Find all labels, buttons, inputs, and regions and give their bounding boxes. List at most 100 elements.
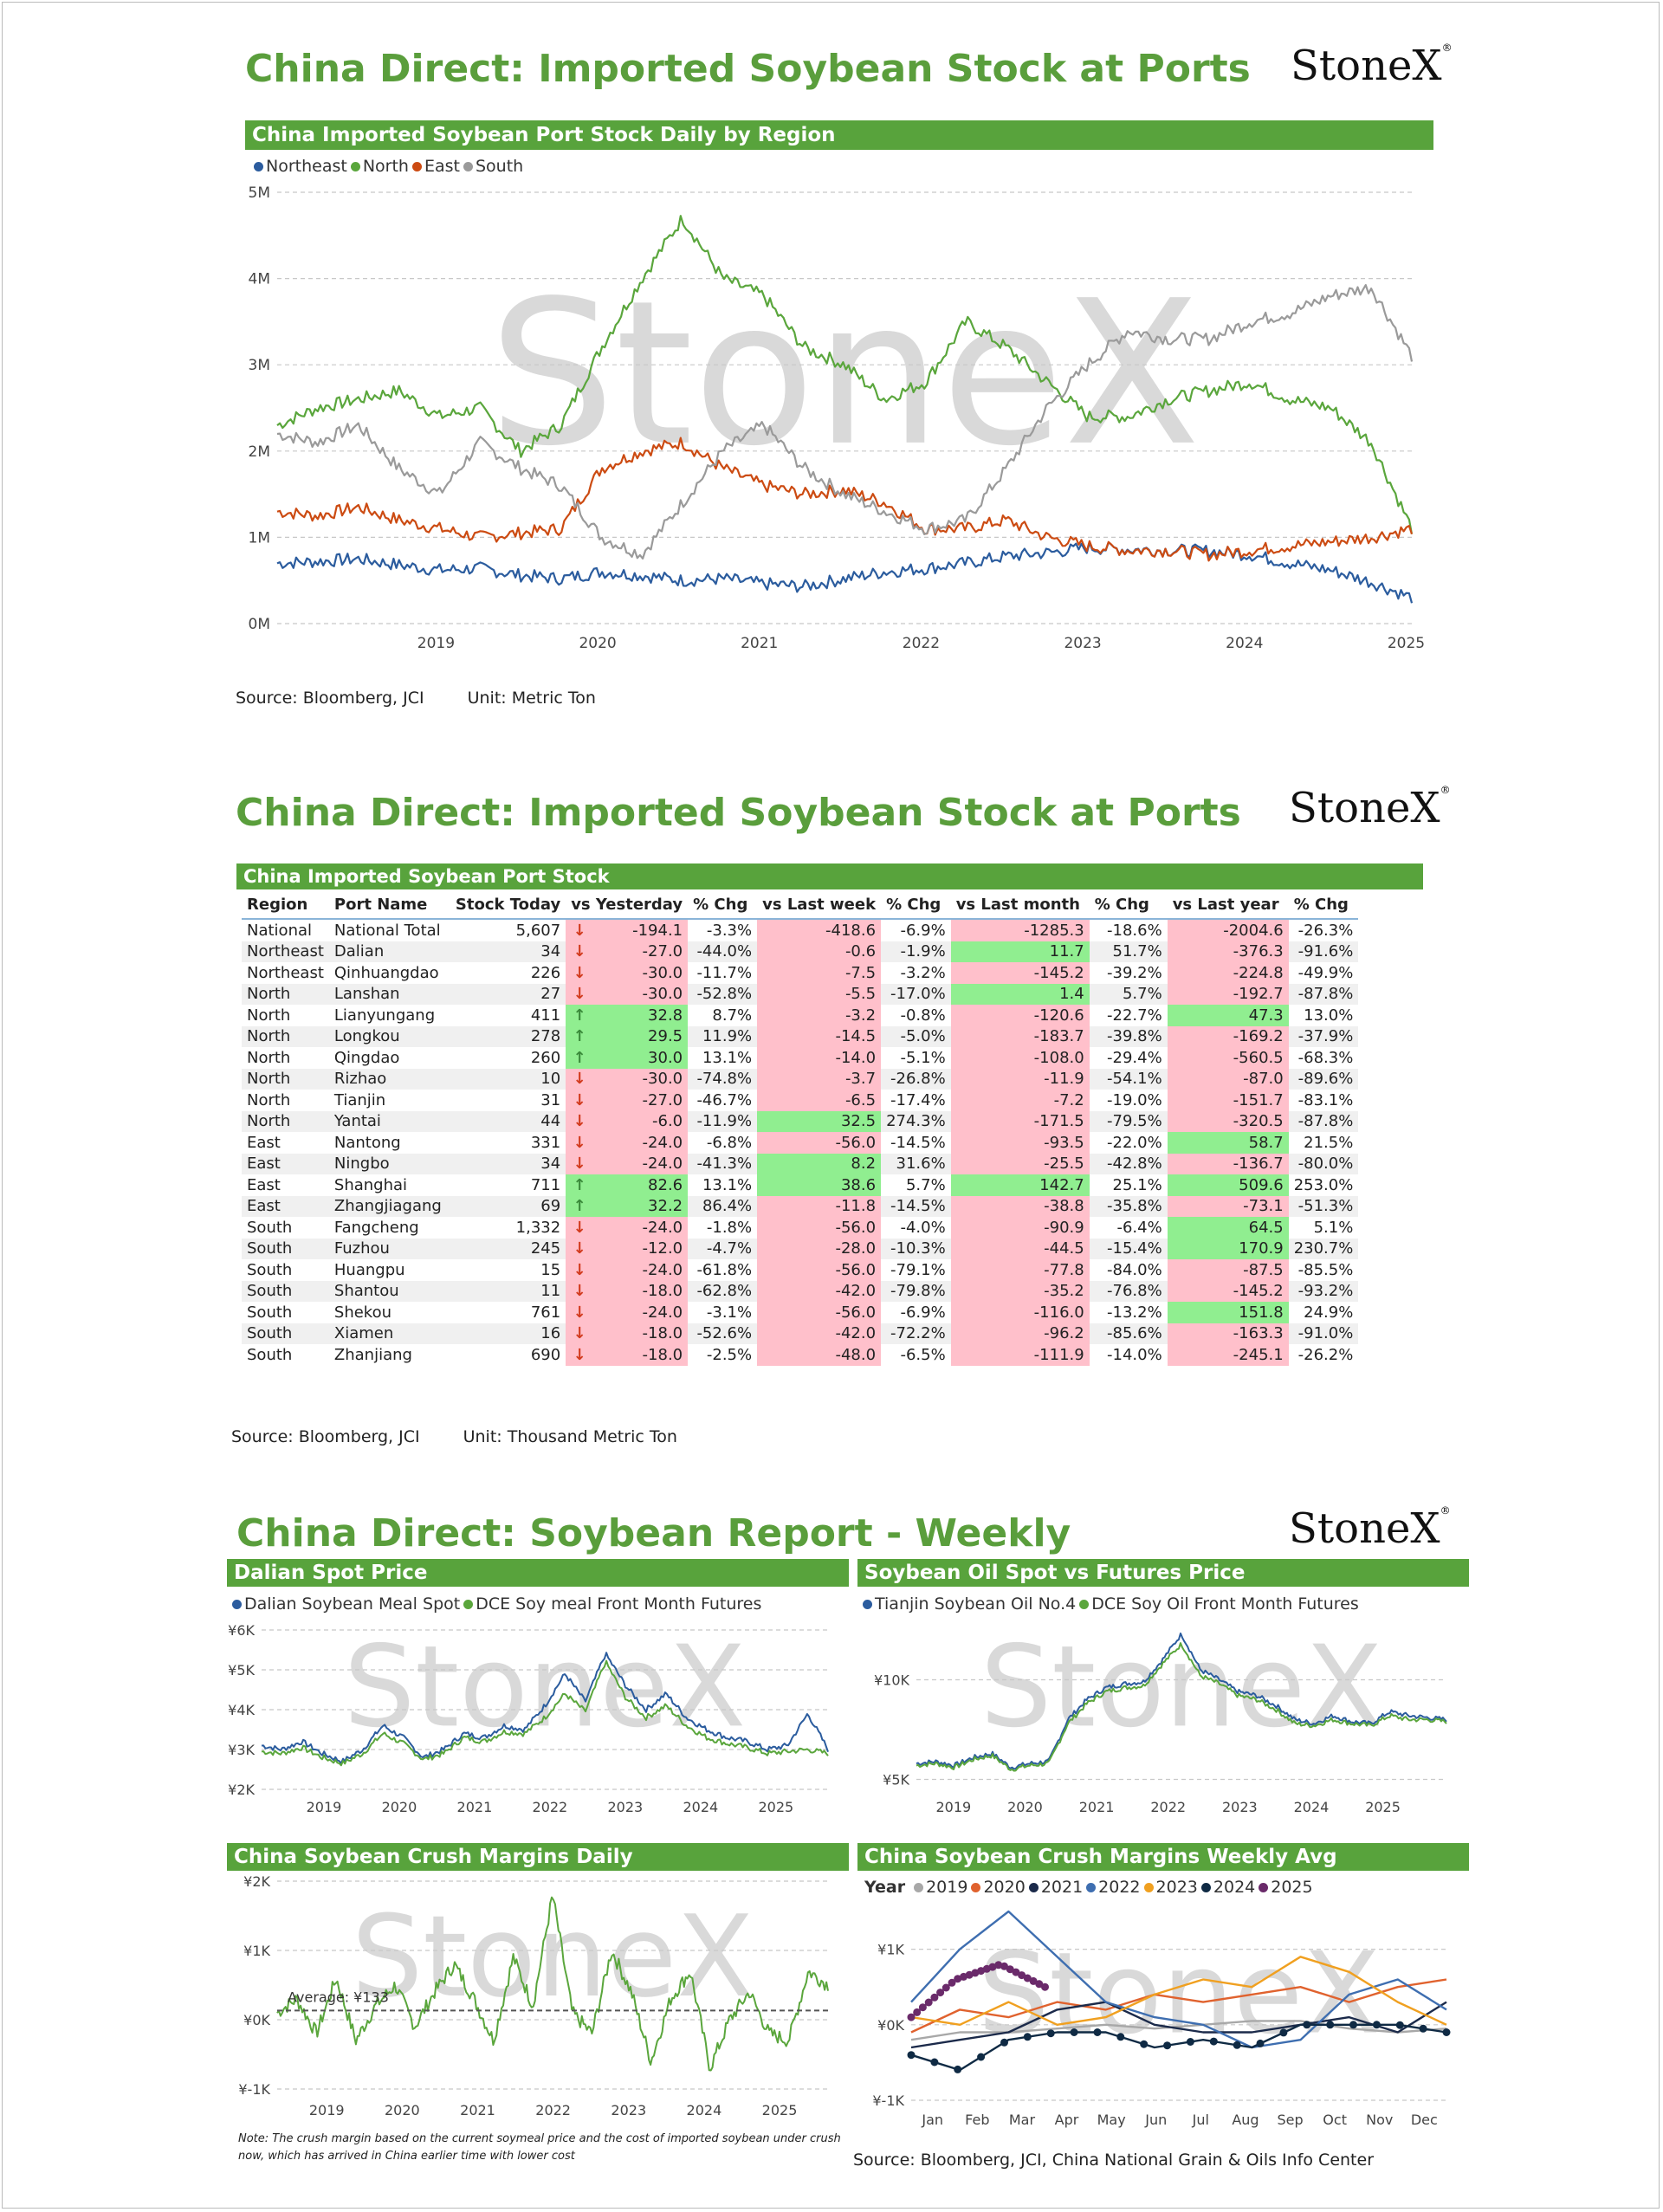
table-cell: -38.8 — [950, 1195, 1090, 1217]
table-cell: -56.0 — [757, 1302, 882, 1323]
table-cell: ↓ -24.0 — [566, 1153, 689, 1174]
table-cell: Zhanjiang — [333, 1345, 412, 1364]
table-cell: -90.9 — [950, 1217, 1090, 1239]
arrow-up-icon: ↑ — [573, 1175, 586, 1194]
table-cell: -52.6% — [688, 1323, 758, 1344]
table-row: Northeast Dalian 34 ↓ -27.0 -44.0% -0.6 -1.9% 11… — [242, 941, 1359, 962]
table-cell: North — [247, 1006, 291, 1025]
column-header[interactable]: % Chg — [881, 890, 951, 920]
column-header[interactable]: vs Yesterday — [566, 890, 689, 920]
table-row: East Zhangjiagang 69 ↑ 32.2 86.4% -11.8 -14.5% -… — [242, 1195, 1359, 1217]
table-cell: National — [247, 921, 313, 940]
table-cell: -91.6% — [1288, 941, 1359, 962]
series-point — [954, 2065, 962, 2073]
legend-years: Year 2019 2020 2021 2022 2023 2024 2025 — [864, 1878, 1317, 1897]
table-cell: -83.1% — [1297, 1090, 1354, 1109]
table-cell: 142.7 — [950, 1174, 1090, 1196]
column-header[interactable]: Region — [242, 890, 329, 920]
column-header[interactable]: vs Last year — [1167, 890, 1289, 920]
legend-item-tianjin-soybean-oil-no-4: Tianjin Soybean Oil No.4 — [863, 1594, 1076, 1614]
table-cell: South — [242, 1280, 329, 1302]
series-point — [1035, 1980, 1044, 1989]
watermark: StoneX — [980, 1620, 1382, 1752]
arrow-down-icon: ↓ — [573, 1155, 586, 1174]
y-tick-label: ¥5K — [228, 1662, 255, 1678]
x-tick-label: 2024 — [687, 2102, 722, 2118]
table-cell: -7.5 — [757, 962, 882, 984]
column-header[interactable]: vs Last week — [757, 890, 882, 920]
table-cell: -2004.6 — [1167, 919, 1289, 941]
series-line-2023 — [910, 1956, 1447, 2027]
y-tick-label: 1M — [249, 529, 270, 547]
series-line-dalian-soybean-meal-spot — [261, 1652, 829, 1764]
table-cell: Zhangjiagang — [328, 1195, 450, 1217]
column-header[interactable]: Port Name — [328, 890, 450, 920]
legend-item-north: North — [350, 157, 409, 176]
series-point — [1046, 2029, 1055, 2038]
table-cell: ↓ -27.0 — [566, 941, 689, 962]
y-tick-label: 2M — [249, 443, 270, 461]
section1-chart-title: China Imported Soybean Port Stock Daily … — [245, 120, 1433, 150]
series-point — [1442, 2028, 1451, 2036]
series-line-2021 — [910, 2001, 1447, 2049]
table-cell: -1.8% — [706, 1218, 753, 1237]
stonex-logo-1: StoneX® — [1291, 42, 1453, 90]
table-cell: -3.2% — [900, 963, 946, 982]
table-cell: North — [247, 1048, 291, 1067]
series-point — [1140, 2040, 1149, 2048]
table-cell: 25.1% — [1112, 1175, 1162, 1194]
table-cell: South — [247, 1218, 293, 1237]
table-cell: -5.0% — [881, 1025, 951, 1047]
arrow-down-icon: ↓ — [573, 985, 586, 1004]
table-cell: 8.7% — [712, 1006, 753, 1025]
table-cell: ↓ -6.0 — [566, 1110, 689, 1132]
legend-dalian: Dalian Soybean Meal Spot DCE Soy meal Fro… — [232, 1594, 765, 1614]
table-cell: -56.0 — [757, 1259, 882, 1281]
table-row: East Nantong 331 ↓ -24.0 -6.8% -56.0 -14.5% -93.… — [242, 1132, 1358, 1154]
table-cell: -0.6 — [757, 941, 882, 962]
arrow-up-icon: ↑ — [573, 1006, 586, 1025]
arrow-down-icon: ↓ — [573, 1239, 586, 1258]
section1-source: Source: Bloomberg, JCI Unit: Metric Ton — [236, 689, 596, 708]
table-row: South Fangcheng 1,332 ↓ -24.0 -1.8% -56.0 -4.0%… — [242, 1217, 1358, 1239]
table-cell: -35.8% — [1089, 1195, 1168, 1217]
table-cell: North — [242, 1110, 329, 1132]
legend-item-2025: 2025 — [1259, 1878, 1313, 1897]
column-header[interactable]: % Chg — [688, 890, 758, 920]
table-cell: -93.2% — [1288, 1280, 1359, 1302]
column-header[interactable]: Stock Today — [450, 890, 566, 920]
column-header[interactable]: % Chg — [1288, 890, 1359, 920]
column-header[interactable]: % Chg — [1089, 890, 1168, 920]
y-tick-label: ¥2K — [243, 1873, 270, 1890]
series-point — [907, 2051, 916, 2060]
y-tick-label: 0M — [249, 616, 270, 633]
table-cell: -79.8% — [881, 1280, 951, 1302]
table-cell: -10.3% — [881, 1238, 951, 1259]
table-cell: 11 — [450, 1280, 566, 1302]
table-cell: 331 — [530, 1133, 561, 1152]
x-tick-label: 2019 — [307, 1799, 342, 1815]
series-point — [1000, 1962, 1008, 1970]
table-cell: 27 — [450, 983, 566, 1005]
x-tick-label: Jul — [1192, 2112, 1209, 2128]
table-cell: 32.5 — [757, 1110, 882, 1132]
legend-item-east: East — [411, 157, 460, 176]
table-cell: -6.5 — [757, 1090, 882, 1111]
table-cell: Northeast — [247, 963, 324, 982]
table-cell: Xiamen — [328, 1323, 450, 1344]
series-point — [1233, 2041, 1241, 2049]
table-cell: South — [247, 1303, 293, 1322]
table-cell: -42.8% — [1089, 1153, 1168, 1174]
table-row: North Rizhao 10 ↓ -30.0 -74.8% -3.7 -26.8% -11.9… — [242, 1068, 1359, 1090]
column-header[interactable]: vs Last month — [950, 890, 1090, 920]
table-row: South Zhanjiang 690 ↓ -18.0 -2.5% -48.0 -6.5% -1… — [242, 1344, 1358, 1366]
watermark: StoneX — [489, 259, 1200, 490]
table-cell: -49.9% — [1297, 963, 1354, 982]
table-cell: Tianjin — [333, 1090, 386, 1109]
table-cell: ↓ -30.0 — [566, 983, 689, 1005]
table-cell: -56.0 — [757, 1132, 882, 1154]
table-cell: -14.5% — [881, 1195, 951, 1217]
table-cell: -29.4% — [1107, 1048, 1162, 1067]
legend-year-label: Year — [864, 1878, 906, 1897]
arrow-down-icon: ↓ — [573, 1260, 586, 1279]
